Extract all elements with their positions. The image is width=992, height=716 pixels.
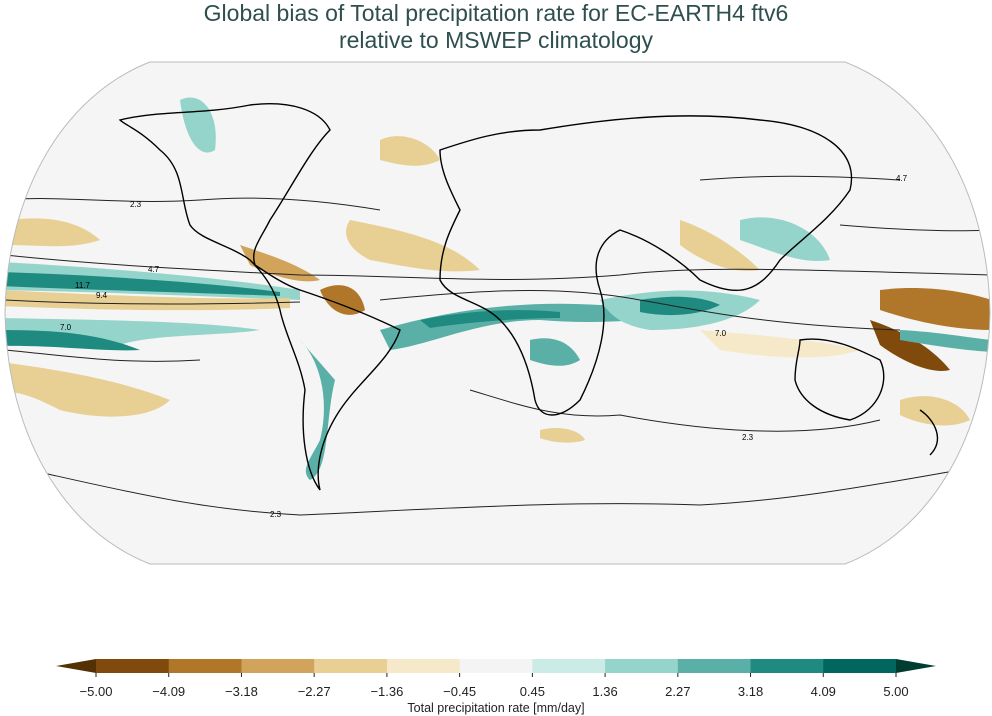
colorbar-tick-label: −0.45 <box>443 684 477 699</box>
colorbar-tick-label: −5.00 <box>79 684 113 699</box>
colorbar-segment <box>677 659 752 673</box>
coastlines <box>118 103 939 491</box>
contour-label: 7.0 <box>715 329 727 338</box>
bias-field <box>5 62 990 564</box>
colorbar-tick-label: −2.27 <box>297 684 331 699</box>
colorbar-segment <box>314 659 388 673</box>
colorbar-segment <box>605 659 679 673</box>
colorbar-extend-low <box>56 659 96 673</box>
colorbar-tick-label: 4.09 <box>810 684 836 699</box>
colorbar-tick-label: −4.09 <box>152 684 186 699</box>
colorbar-extend-high <box>896 659 936 673</box>
contour-label: 2.3 <box>130 200 142 209</box>
map-boundary <box>4 61 991 565</box>
colorbar-segment <box>96 659 170 673</box>
colorbar-segment <box>750 659 824 673</box>
colorbar-label: Total precipitation rate [mm/day] <box>407 701 585 715</box>
map-title-line2: relative to MSWEP climatology <box>338 27 653 53</box>
colorbar-tick-label: −3.18 <box>225 684 258 699</box>
contour-label: 11.7 <box>75 281 91 290</box>
colorbar-tick-label: 1.36 <box>592 684 618 699</box>
colorbar-tick-label: −1.36 <box>370 684 404 699</box>
map-title-line1: Global bias of Total precipitation rate … <box>203 0 789 26</box>
contour-label: 9.4 <box>96 291 108 300</box>
contour-label: 4.7 <box>896 174 908 183</box>
colorbar-tick-label: 5.00 <box>883 684 909 699</box>
colorbar-segment <box>459 659 533 673</box>
colorbar-tick-label: 0.45 <box>519 684 546 699</box>
colorbar-segment <box>241 659 315 673</box>
contour-label: 2.3 <box>270 510 282 519</box>
colorbar-tick-label: 2.27 <box>665 684 691 699</box>
contour-lines <box>5 175 990 516</box>
colorbar-tick-label: 3.18 <box>737 684 764 699</box>
contour-label: 2.3 <box>742 433 754 442</box>
contour-label: 7.0 <box>60 323 72 332</box>
contour-label: 4.7 <box>148 265 160 274</box>
colorbar-segment <box>823 659 897 673</box>
colorbar <box>56 659 936 677</box>
contour-label-group: 2.3 4.7 7.0 9.4 11.7 2.3 7.0 2.3 4.7 <box>60 174 908 519</box>
colorbar-segment <box>168 659 242 673</box>
colorbar-segment <box>386 659 461 673</box>
colorbar-segment <box>532 659 606 673</box>
